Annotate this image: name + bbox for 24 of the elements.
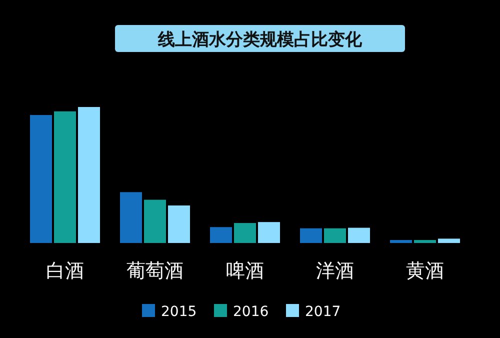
bar — [144, 200, 166, 243]
legend-label: 2016 — [233, 304, 269, 320]
legend-label: 2017 — [305, 304, 341, 320]
x-tick-label: 洋酒 — [316, 260, 354, 282]
bar — [120, 192, 142, 243]
x-tick-label: 黄酒 — [406, 260, 444, 282]
bar — [54, 111, 76, 243]
bar — [414, 240, 436, 243]
bar — [234, 223, 256, 243]
bar — [78, 107, 100, 243]
x-tick-label: 啤酒 — [226, 260, 264, 282]
bar — [168, 205, 190, 243]
bar — [258, 222, 280, 243]
bar — [324, 228, 346, 243]
bar — [438, 238, 460, 243]
chart-title: 线上酒水分类规模占比变化 — [157, 30, 363, 50]
bar — [300, 228, 322, 243]
bar — [390, 240, 412, 243]
bar — [210, 227, 232, 243]
x-tick-label: 葡萄酒 — [126, 260, 184, 282]
bar — [348, 228, 370, 243]
bar — [30, 115, 52, 243]
legend-label: 2015 — [161, 304, 197, 320]
x-tick-label: 白酒 — [46, 260, 84, 282]
